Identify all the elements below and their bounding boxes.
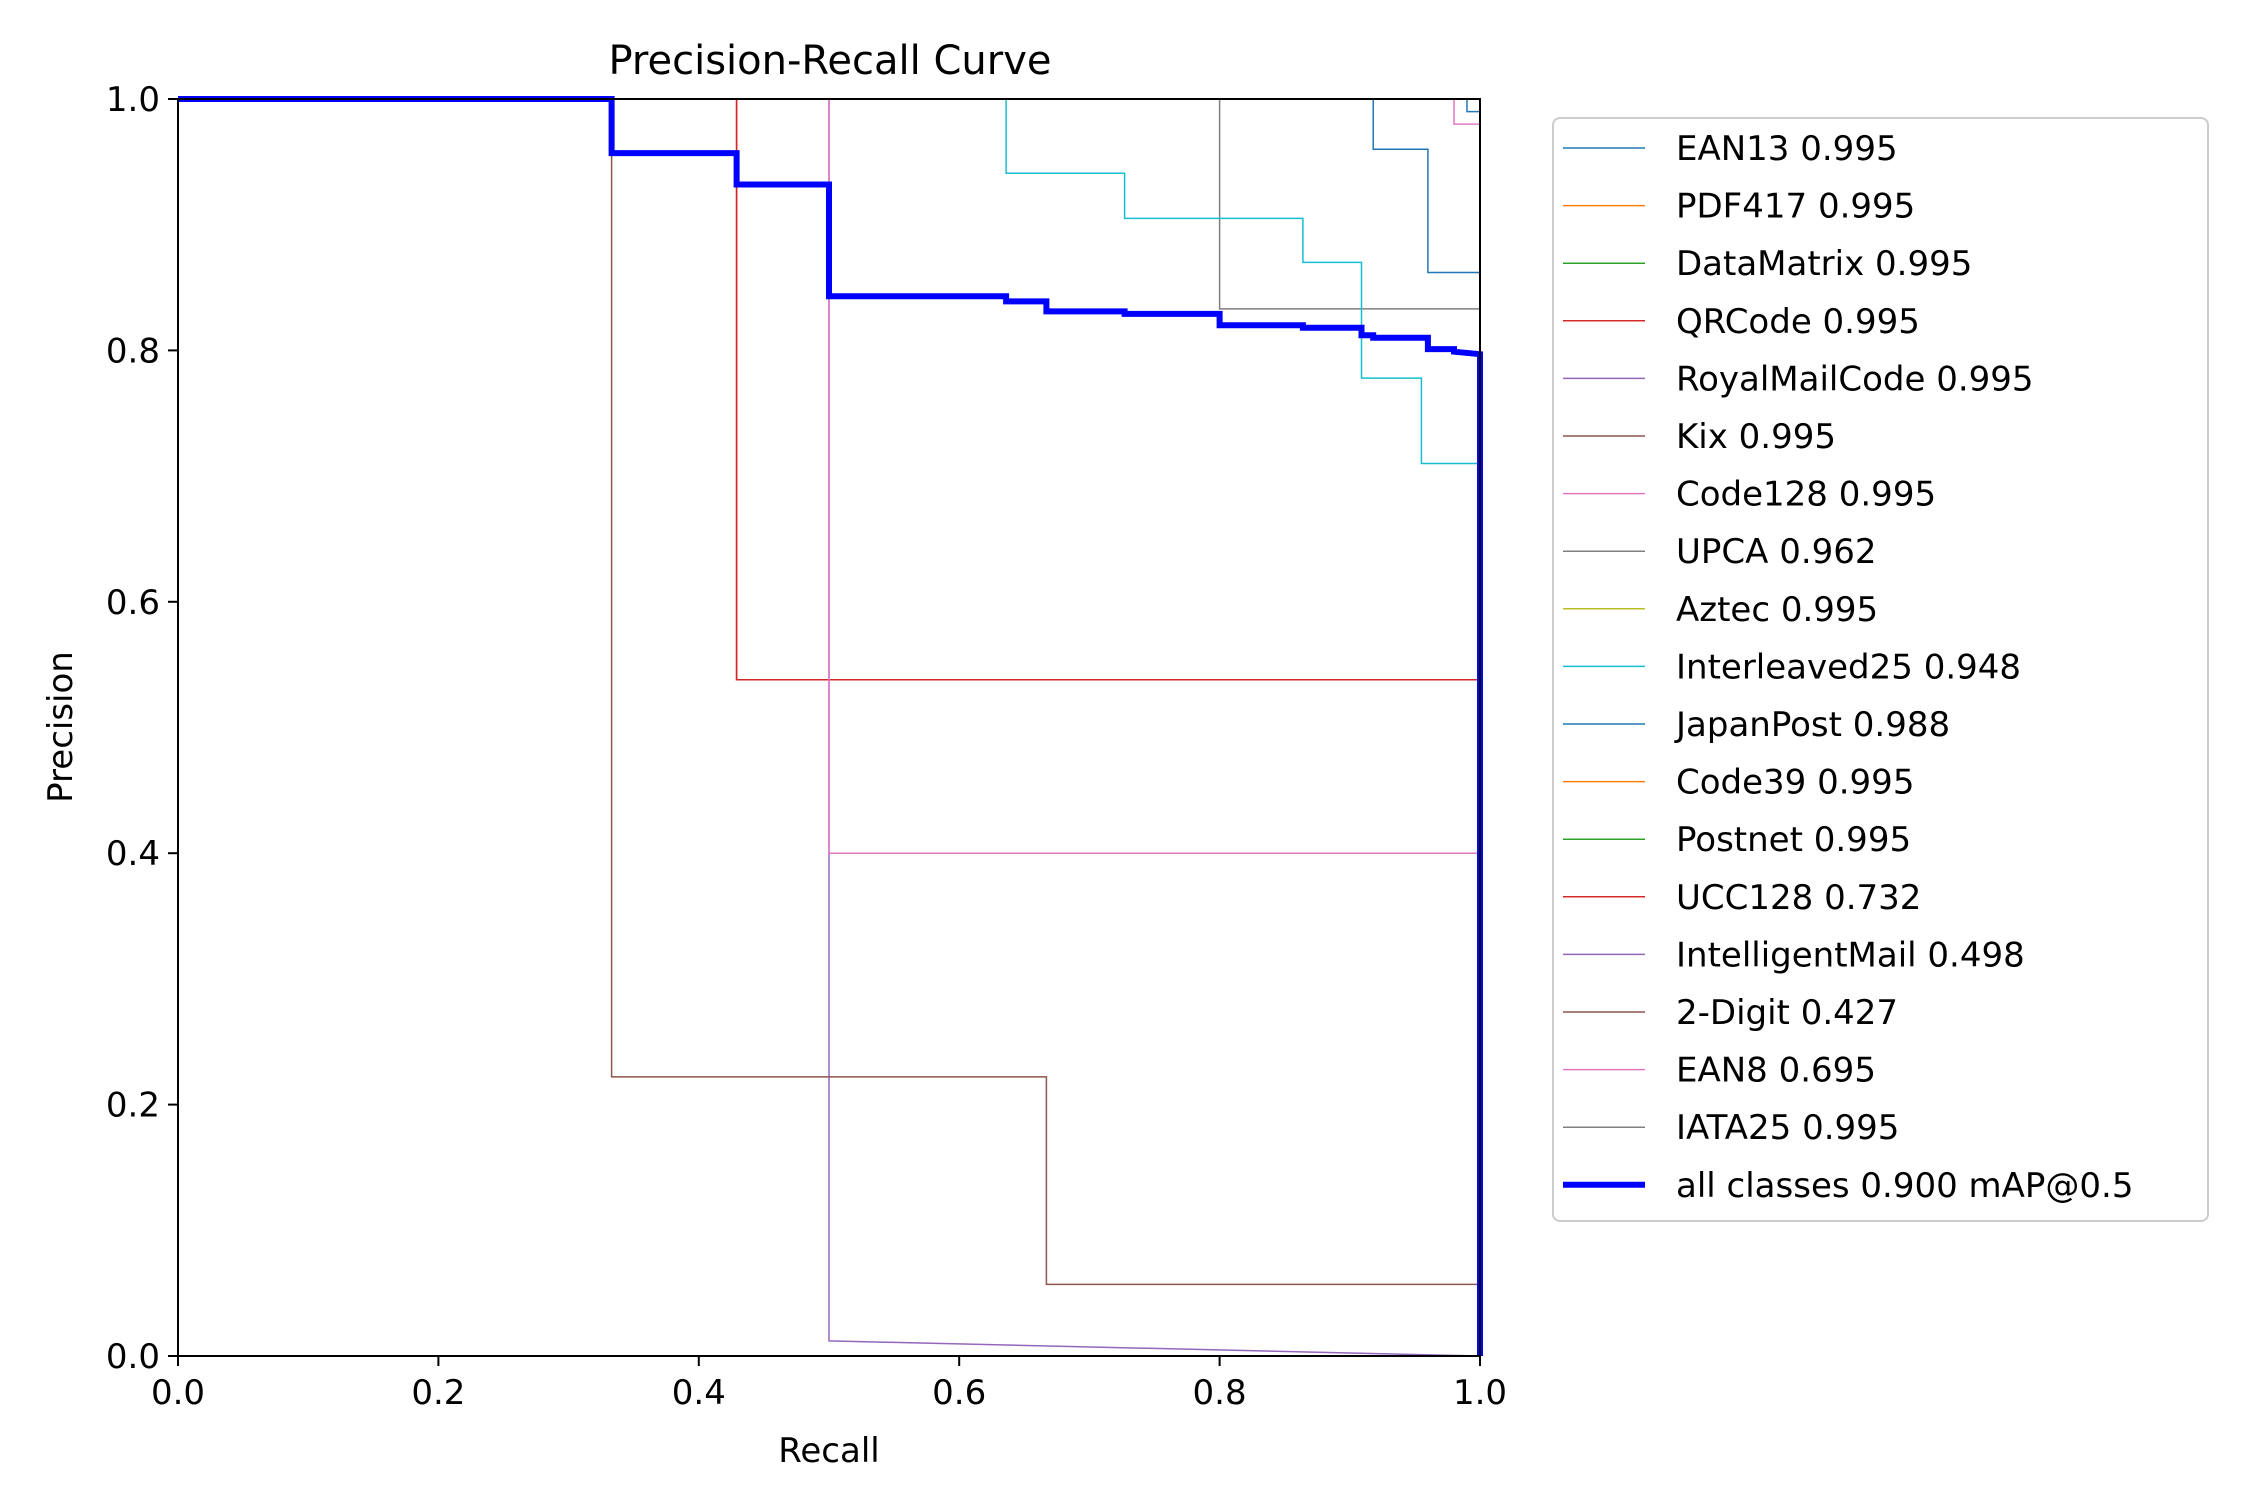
legend-label: Interleaved25 0.948 xyxy=(1676,647,2021,687)
legend-label: UCC128 0.732 xyxy=(1676,878,1921,918)
legend-label: UPCA 0.962 xyxy=(1676,532,1877,572)
legend-label: Aztec 0.995 xyxy=(1676,590,1878,630)
x-axis-ticks: 0.0 0.2 0.4 0.6 0.8 1.0 xyxy=(151,1356,1507,1413)
legend-label: QRCode 0.995 xyxy=(1676,302,1920,342)
plot-lines xyxy=(178,96,1483,1357)
series-line-18 xyxy=(178,96,1483,1356)
legend-frame xyxy=(1552,117,2209,1222)
x-tick-label: 1.0 xyxy=(1453,1373,1507,1413)
y-tick-label: 1.0 xyxy=(106,80,160,120)
legend-label: RoyalMailCode 0.995 xyxy=(1676,359,2034,399)
legend-label: all classes 0.900 mAP@0.5 xyxy=(1676,1166,2133,1206)
series-line-9 xyxy=(178,98,1481,1356)
y-tick-label: 0.2 xyxy=(106,1086,160,1126)
legend-label: EAN8 0.695 xyxy=(1676,1051,1876,1091)
y-tick-label: 0.8 xyxy=(106,331,160,371)
plot-frame xyxy=(177,98,1481,1357)
y-tick-label: 0.4 xyxy=(106,834,160,874)
legend: EAN13 0.995 PDF417 0.995 DataMatrix 0.995 Q… xyxy=(1552,117,2209,1222)
chart-title: Precision-Recall Curve xyxy=(609,38,1052,84)
legend-label: EAN13 0.995 xyxy=(1676,129,1898,169)
legend-label: 2-Digit 0.427 xyxy=(1676,993,1898,1033)
legend-label: IATA25 0.995 xyxy=(1676,1108,1899,1148)
x-tick-label: 0.0 xyxy=(151,1373,205,1413)
x-tick-label: 0.8 xyxy=(1193,1373,1247,1413)
x-tick-label: 0.6 xyxy=(932,1373,986,1413)
y-tick-label: 0.0 xyxy=(106,1337,160,1377)
y-axis-ticks: 0.0 0.2 0.4 0.6 0.8 1.0 xyxy=(106,80,178,1377)
legend-label: Postnet 0.995 xyxy=(1676,820,1911,860)
y-tick-label: 0.6 xyxy=(106,583,160,623)
legend-label: JapanPost 0.988 xyxy=(1674,705,1950,745)
x-tick-label: 0.4 xyxy=(672,1373,726,1413)
legend-label: Kix 0.995 xyxy=(1676,417,1836,457)
y-axis-label: Precision xyxy=(41,651,81,803)
x-axis-label: Recall xyxy=(778,1431,879,1471)
x-tick-label: 0.2 xyxy=(411,1373,465,1413)
legend-label: DataMatrix 0.995 xyxy=(1676,244,1972,284)
legend-label: Code39 0.995 xyxy=(1676,763,1914,803)
legend-label: PDF417 0.995 xyxy=(1676,187,1915,227)
legend-label: IntelligentMail 0.498 xyxy=(1676,935,2025,975)
legend-items: EAN13 0.995 PDF417 0.995 DataMatrix 0.995 Q… xyxy=(1563,129,2133,1206)
legend-label: Code128 0.995 xyxy=(1676,475,1936,515)
